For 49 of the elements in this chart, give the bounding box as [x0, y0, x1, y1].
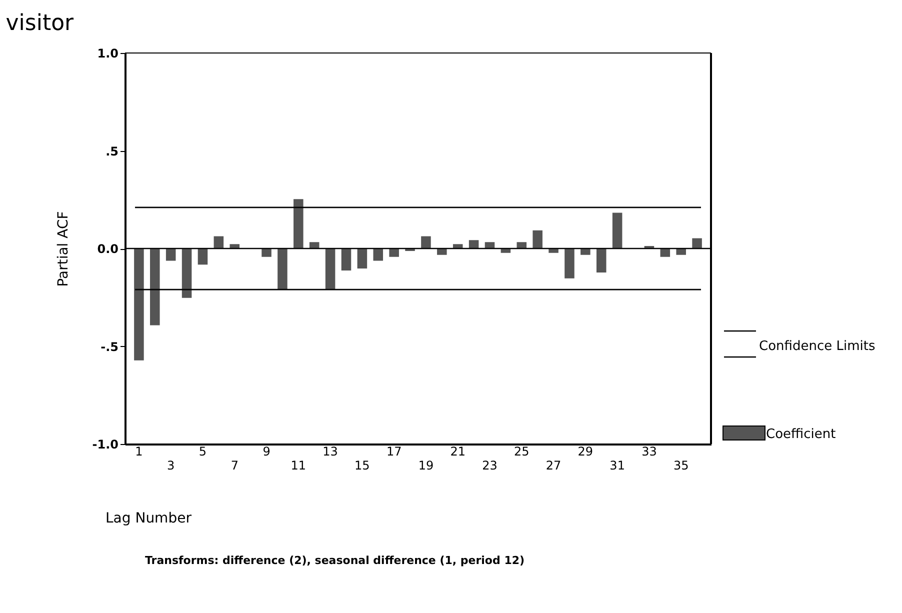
- bar: [357, 248, 368, 269]
- bar: [150, 248, 160, 326]
- y-tick-label: 0.0: [97, 242, 118, 256]
- x-tick-label: 1: [135, 444, 143, 458]
- bar: [676, 248, 686, 255]
- bar: [692, 238, 702, 249]
- bar: [134, 248, 144, 360]
- x-tick-label: 19: [418, 458, 434, 472]
- bar: [596, 248, 606, 272]
- bar: [389, 248, 399, 257]
- ref-line-label: Confidence Limits: [759, 339, 876, 354]
- bar: [325, 248, 336, 290]
- bar: [262, 248, 272, 257]
- x-tick-label: 9: [262, 444, 270, 458]
- y-tick-label: .5: [106, 144, 118, 158]
- x-tick-label: 7: [230, 458, 238, 472]
- x-tick-label: 23: [482, 458, 498, 472]
- x-tick-label: 35: [673, 458, 689, 472]
- y-axis-title: Partial ACF: [55, 211, 72, 287]
- x-tick-label: 33: [642, 444, 657, 458]
- x-tick-label: 27: [546, 458, 562, 472]
- legend-label: Coefficient: [766, 427, 836, 442]
- text: Transforms: difference (2), seasonal difference (1, period 12): [145, 554, 525, 567]
- bar: [278, 248, 288, 290]
- bar: [580, 248, 590, 255]
- bar: [532, 230, 542, 249]
- x-tick-label: 21: [450, 444, 466, 458]
- x-tick-label: 13: [322, 444, 338, 458]
- bar: [198, 248, 208, 265]
- bar: [437, 248, 447, 255]
- bar: [294, 199, 304, 249]
- bar: [612, 212, 622, 249]
- y-tick-label: -1.0: [92, 438, 118, 452]
- x-tick-label: 29: [578, 444, 594, 458]
- x-tick-label: 15: [354, 458, 370, 472]
- x-tick-label: 25: [514, 444, 530, 458]
- bar: [564, 248, 574, 278]
- x-tick-label: 3: [167, 458, 175, 472]
- y-tick-label: 1.0: [97, 46, 118, 60]
- y-tick-label: -.5: [100, 340, 118, 354]
- bar: [182, 248, 192, 298]
- bar: [421, 236, 431, 249]
- x-tick-label: 31: [610, 458, 625, 472]
- bar: [341, 248, 352, 271]
- x-tick-label: 17: [386, 444, 402, 458]
- chart-title: visitor: [6, 11, 75, 36]
- x-tick-label: 5: [198, 444, 207, 458]
- x-tick-label: 11: [290, 458, 306, 472]
- x-axis-title: Lag Number: [106, 510, 192, 526]
